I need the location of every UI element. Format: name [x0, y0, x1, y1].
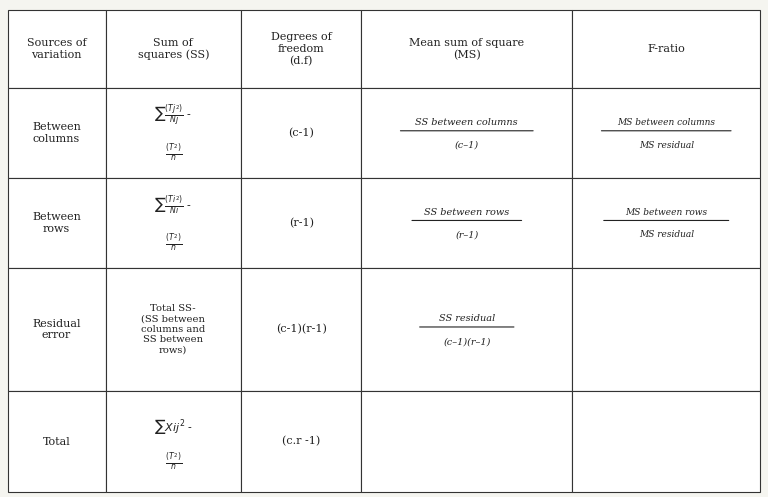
Bar	[8, 391, 105, 492]
Bar	[105, 88, 241, 178]
Text: MS between columns: MS between columns	[617, 118, 715, 127]
Bar	[105, 391, 241, 492]
Bar	[572, 88, 760, 178]
Bar	[241, 10, 362, 88]
Bar	[8, 268, 105, 391]
Bar	[241, 391, 362, 492]
Bar	[572, 10, 760, 88]
Bar	[362, 10, 572, 88]
Bar	[105, 10, 241, 88]
Text: (c.r -1): (c.r -1)	[282, 436, 320, 447]
Bar	[362, 268, 572, 391]
Bar	[362, 88, 572, 178]
Bar	[105, 268, 241, 391]
Text: Degrees of
freedom
(d.f): Degrees of freedom (d.f)	[271, 32, 332, 66]
Bar	[241, 178, 362, 268]
Text: Residual
error: Residual error	[32, 319, 81, 340]
Text: (c–1): (c–1)	[455, 141, 479, 150]
Text: Sources of
variation: Sources of variation	[27, 38, 87, 60]
Text: $\frac{(T^2)}{n}$: $\frac{(T^2)}{n}$	[164, 233, 182, 253]
Text: F-ratio: F-ratio	[647, 44, 685, 54]
Text: Sum of
squares (SS): Sum of squares (SS)	[137, 38, 209, 60]
Bar	[362, 178, 572, 268]
Text: MS between rows: MS between rows	[625, 208, 707, 217]
Bar	[8, 88, 105, 178]
Text: SS between rows: SS between rows	[424, 208, 509, 217]
Text: (r-1): (r-1)	[289, 218, 313, 228]
Text: $\sum\frac{(Ti^2)}{Ni}$ -: $\sum\frac{(Ti^2)}{Ni}$ -	[154, 195, 192, 216]
Text: (c–1)(r–1): (c–1)(r–1)	[443, 338, 491, 347]
Bar	[105, 178, 241, 268]
Text: Total SS-
(SS between
columns and
SS between
rows): Total SS- (SS between columns and SS bet…	[141, 304, 205, 355]
Text: $\sum Xij^2$ -: $\sum Xij^2$ -	[154, 417, 193, 436]
Text: SS residual: SS residual	[439, 314, 495, 323]
Text: (c-1)(r-1): (c-1)(r-1)	[276, 325, 326, 334]
Text: MS residual: MS residual	[639, 231, 694, 240]
Bar	[241, 88, 362, 178]
Bar	[241, 268, 362, 391]
Text: $\frac{(T^2)}{n}$: $\frac{(T^2)}{n}$	[164, 143, 182, 163]
Bar	[572, 178, 760, 268]
Text: $\frac{(T^2)}{n}$: $\frac{(T^2)}{n}$	[164, 451, 182, 472]
Text: $\sum\frac{(Tj^2)}{Nj}$ -: $\sum\frac{(Tj^2)}{Nj}$ -	[154, 104, 192, 128]
Bar	[8, 178, 105, 268]
Bar	[572, 391, 760, 492]
Text: SS between columns: SS between columns	[415, 118, 518, 127]
Text: MS residual: MS residual	[639, 141, 694, 150]
Text: Between
columns: Between columns	[32, 122, 81, 144]
Text: Mean sum of square
(MS): Mean sum of square (MS)	[409, 38, 525, 60]
Text: (r–1): (r–1)	[455, 231, 478, 240]
Text: Between
rows: Between rows	[32, 212, 81, 234]
Text: Total: Total	[43, 436, 71, 447]
Bar	[8, 10, 105, 88]
Text: (c-1): (c-1)	[288, 128, 314, 139]
Bar	[362, 391, 572, 492]
Bar	[572, 268, 760, 391]
